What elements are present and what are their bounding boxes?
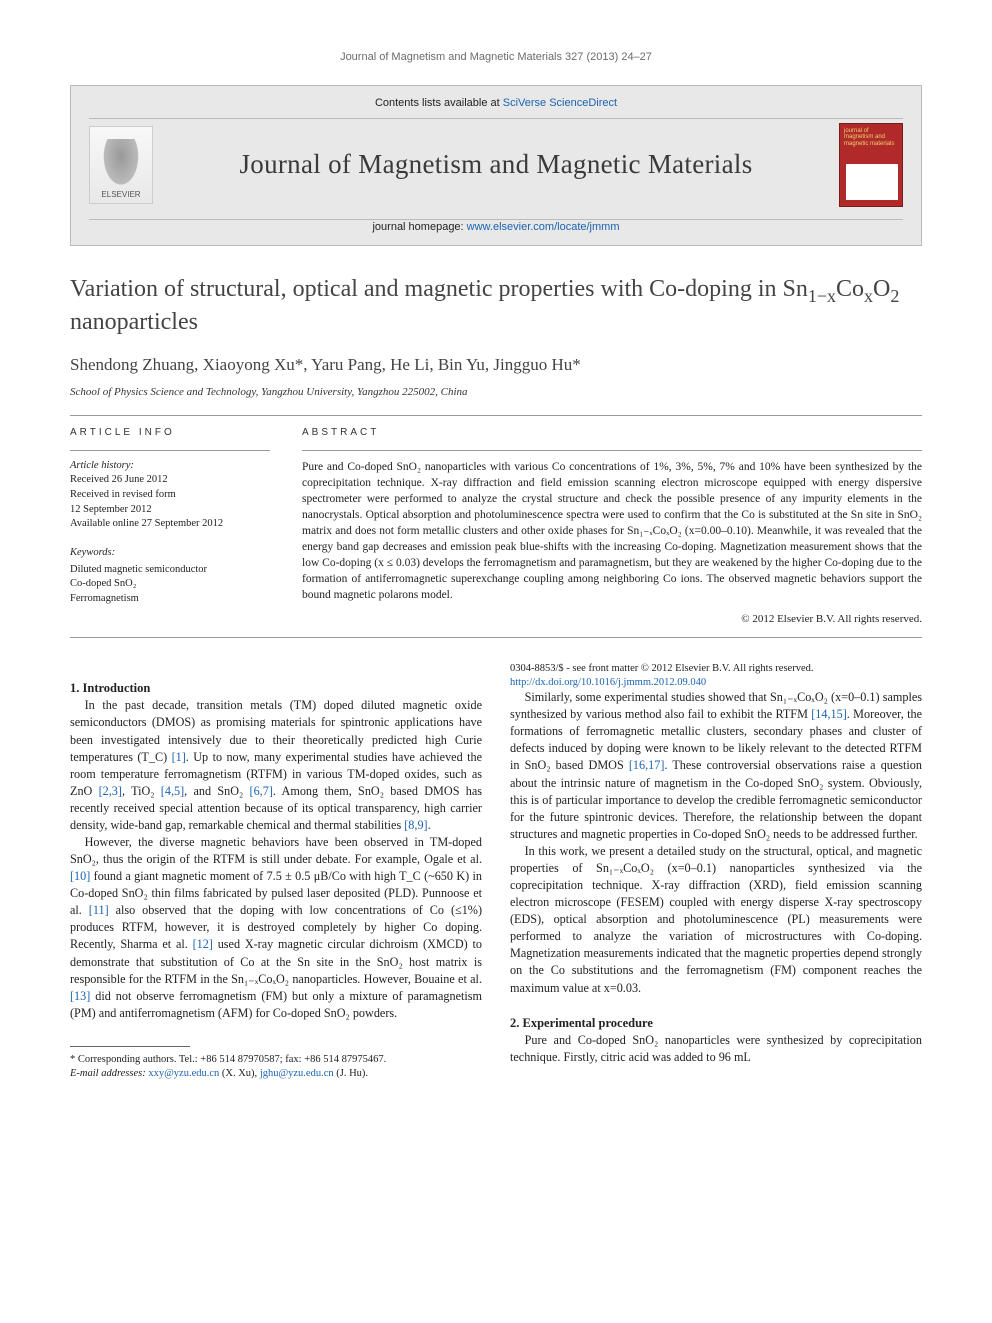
email-who: (X. Xu), xyxy=(219,1068,260,1079)
bottom-meta: 0304-8853/$ - see front matter © 2012 El… xyxy=(510,662,922,689)
footnote-rule xyxy=(70,1046,190,1047)
title-part: O xyxy=(873,276,890,302)
footnotes: * Corresponding authors. Tel.: +86 514 8… xyxy=(70,1053,482,1080)
doi-link[interactable]: http://dx.doi.org/10.1016/j.jmmm.2012.09… xyxy=(510,677,706,688)
history-label: Article history: xyxy=(70,459,270,474)
history-online: Available online 27 September 2012 xyxy=(70,517,270,532)
elsevier-logo: ELSEVIER xyxy=(89,126,153,204)
intro-paragraph: Similarly, some experimental studies sho… xyxy=(510,689,922,843)
title-part: nanoparticles xyxy=(70,309,198,335)
section-1-head: 1. Introduction xyxy=(70,680,482,698)
intro-paragraph: However, the diverse magnetic behaviors … xyxy=(70,834,482,1022)
history-revised: Received in revised form xyxy=(70,488,270,503)
abstract-head: abstract xyxy=(302,426,922,440)
journal-banner: Contents lists available at SciVerse Sci… xyxy=(70,85,922,246)
section-2-head: 2. Experimental procedure xyxy=(510,1015,922,1033)
copyright-line: © 2012 Elsevier B.V. All rights reserved… xyxy=(302,612,922,627)
abstract-subrule xyxy=(302,450,922,451)
body-columns: 1. Introduction In the past decade, tran… xyxy=(70,662,922,1080)
keyword: Co-doped SnO₂ xyxy=(70,577,270,592)
elsevier-tree-icon xyxy=(101,139,141,189)
info-subrule xyxy=(70,450,270,451)
email-label: E-mail addresses: xyxy=(70,1068,148,1079)
meta-rule-top xyxy=(70,415,922,416)
keyword: Diluted magnetic semiconductor xyxy=(70,563,270,578)
intro-paragraph: In this work, we present a detailed stud… xyxy=(510,843,922,997)
abstract-body: Pure and Co-doped SnO₂ nanoparticles wit… xyxy=(302,459,922,604)
title-part: Co xyxy=(836,276,864,302)
title-sub: 2 xyxy=(890,286,899,306)
sciencedirect-link[interactable]: SciVerse ScienceDirect xyxy=(503,97,617,109)
homepage-link[interactable]: www.elsevier.com/locate/jmmm xyxy=(467,221,620,233)
email-who: (J. Hu). xyxy=(334,1068,368,1079)
email-line: E-mail addresses: xxy@yzu.edu.cn (X. Xu)… xyxy=(70,1067,482,1081)
keyword: Ferromagnetism xyxy=(70,592,270,607)
article-info-head: article info xyxy=(70,426,270,440)
title-part: Variation of structural, optical and mag… xyxy=(70,276,808,302)
banner-top-row: Contents lists available at SciVerse Sci… xyxy=(71,86,921,117)
title-sub: x xyxy=(864,286,873,306)
elsevier-label: ELSEVIER xyxy=(101,189,140,200)
history-received: Received 26 June 2012 xyxy=(70,473,270,488)
meta-rule-bottom xyxy=(70,637,922,638)
running-header: Journal of Magnetism and Magnetic Materi… xyxy=(70,50,922,65)
homepage-prefix: journal homepage: xyxy=(372,221,466,233)
keywords-label: Keywords: xyxy=(70,546,270,561)
journal-cover-thumb: journal of magnetism and magnetic materi… xyxy=(839,123,903,207)
issn-line: 0304-8853/$ - see front matter © 2012 El… xyxy=(510,662,922,676)
intro-paragraph: In the past decade, transition metals (T… xyxy=(70,697,482,834)
title-sub: 1−x xyxy=(808,286,836,306)
affiliation: School of Physics Science and Technology… xyxy=(70,385,922,400)
authors-line: Shendong Zhuang, Xiaoyong Xu*, Yaru Pang… xyxy=(70,353,922,377)
corresponding-author-note: * Corresponding authors. Tel.: +86 514 8… xyxy=(70,1053,482,1067)
email-link[interactable]: xxy@yzu.edu.cn xyxy=(148,1068,219,1079)
contents-prefix: Contents lists available at xyxy=(375,97,503,109)
experimental-paragraph: Pure and Co-doped SnO₂ nanoparticles wer… xyxy=(510,1032,922,1066)
banner-bottom-row: journal homepage: www.elsevier.com/locat… xyxy=(71,220,921,245)
journal-title: Journal of Magnetism and Magnetic Materi… xyxy=(153,146,839,184)
history-revised-date: 12 September 2012 xyxy=(70,503,270,518)
article-title: Variation of structural, optical and mag… xyxy=(70,274,922,337)
email-link[interactable]: jghu@yzu.edu.cn xyxy=(260,1068,334,1079)
